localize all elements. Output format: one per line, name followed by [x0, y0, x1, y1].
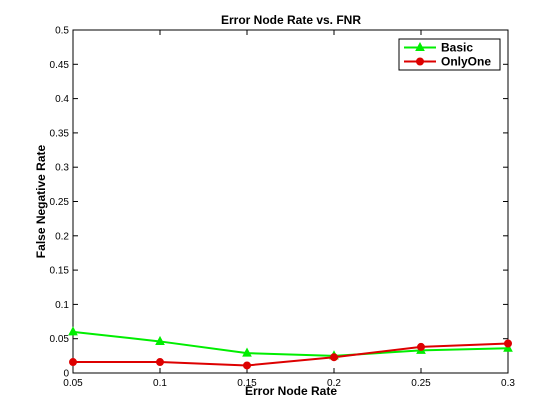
data-point-basic	[68, 326, 78, 336]
data-point-onlyone	[69, 358, 77, 367]
legend-label-basic: Basic	[441, 41, 473, 55]
data-point-onlyone	[156, 358, 164, 367]
y-tick-label: 0.5	[55, 26, 69, 37]
series-line-basic	[72, 330, 509, 357]
legend-box	[398, 38, 501, 71]
data-point-basic	[242, 347, 252, 357]
x-tick-label: 0.25	[411, 378, 431, 389]
y-tick-label: 0.2	[55, 231, 69, 242]
data-point-onlyone	[330, 353, 338, 362]
y-tick-label: 0.45	[50, 60, 70, 71]
x-axis-title: Error Node Rate	[245, 384, 337, 398]
plot-area	[72, 29, 509, 374]
x-tick-label: 0.1	[153, 378, 167, 389]
chart-title: Error Node Rate vs. FNR	[221, 13, 361, 27]
x-tick-label: 0.15	[237, 378, 257, 389]
series-onlyone	[69, 339, 512, 370]
x-axis: 0.05 0.1 0.15 0.2 0.25 0.3	[63, 30, 515, 389]
data-point-basic	[503, 342, 513, 352]
series-group	[68, 326, 513, 370]
x-tick-label: 0.2	[327, 378, 341, 389]
data-point-basic	[155, 335, 165, 345]
y-tick-label: 0.25	[50, 197, 70, 208]
series-line-onlyone	[73, 342, 509, 367]
y-tick-label: 0.35	[50, 128, 70, 139]
y-tick-label: 0.4	[55, 94, 69, 105]
legend-marker-basic	[415, 41, 425, 51]
y-tick-label: 0	[63, 369, 69, 380]
x-tick-label: 0.3	[501, 378, 515, 389]
y-tick-label: 0.05	[50, 334, 70, 345]
y-tick-label: 0.1	[55, 300, 69, 311]
legend-label-onlyone: OnlyOne	[441, 55, 491, 69]
x-tick-label: 0.05	[63, 378, 83, 389]
data-point-onlyone	[417, 342, 425, 351]
y-tick-label: 0.15	[50, 266, 70, 277]
y-axis: 0 0.05 0.1 0.15 0.2 0.25 0.3 0.35 0.4 0.45 0.5	[50, 26, 508, 380]
y-axis-title: False Negative Rate	[34, 144, 48, 258]
legend-marker-onlyone	[416, 57, 424, 66]
data-point-onlyone	[504, 339, 512, 348]
data-point-onlyone	[243, 361, 251, 370]
y-tick-label: 0.3	[55, 163, 69, 174]
